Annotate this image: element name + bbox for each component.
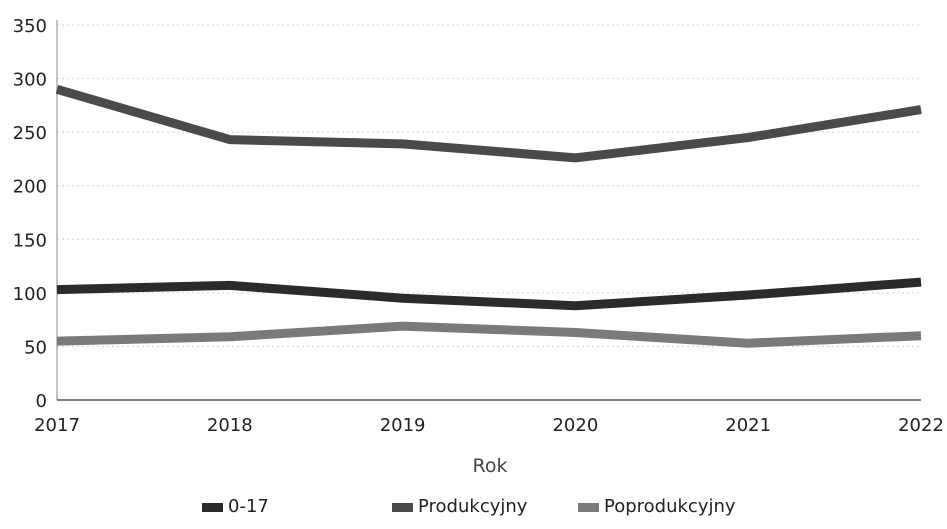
y-tick-label: 0 — [36, 391, 47, 412]
x-tick-labels: 2017 2018 2019 2020 2021 2022 — [34, 415, 944, 436]
legend-label: 0-17 — [228, 496, 269, 517]
legend-swatch — [392, 503, 413, 512]
y-tick-labels: 0 50 100 150 200 250 300 350 — [13, 16, 47, 412]
x-tick-label: 2018 — [207, 415, 253, 436]
x-axis-label: Rok — [473, 455, 508, 477]
legend: 0-17 Produkcyjny Poprodukcyjny — [202, 496, 736, 517]
series-line-0-17 — [56, 277, 922, 311]
legend-swatch — [202, 503, 223, 512]
y-tick-label: 50 — [24, 337, 47, 358]
x-tick-label: 2021 — [725, 415, 771, 436]
series-line-produkcyjny — [55, 84, 922, 163]
series-lines — [55, 84, 922, 348]
x-tick-label: 2017 — [34, 415, 80, 436]
legend-label: Produkcyjny — [418, 496, 528, 517]
x-tick-label: 2022 — [898, 415, 944, 436]
y-tick-label: 200 — [13, 177, 47, 198]
y-tick-label: 250 — [13, 123, 47, 144]
x-tick-label: 2019 — [380, 415, 426, 436]
x-tick-label: 2020 — [552, 415, 598, 436]
y-tick-label: 150 — [13, 230, 47, 251]
series-line-poprodukcyjny — [56, 321, 922, 348]
y-tick-label: 100 — [13, 284, 47, 305]
legend-label: Poprodukcyjny — [604, 496, 736, 517]
legend-swatch — [578, 503, 599, 512]
y-tick-label: 300 — [13, 70, 47, 91]
y-tick-label: 350 — [13, 16, 47, 37]
